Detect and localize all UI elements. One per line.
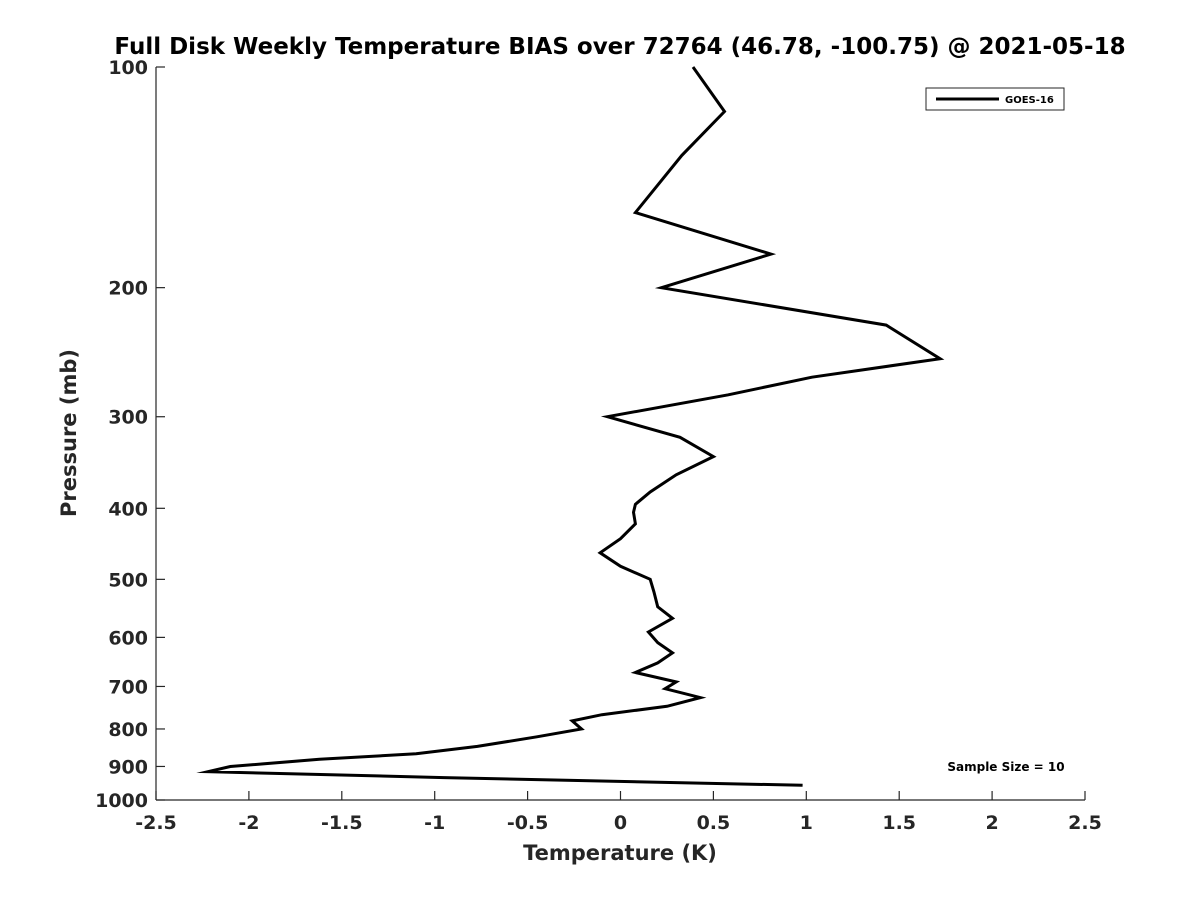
- series-line-goes-16: [196, 66, 945, 787]
- x-tick-label: -1: [424, 812, 445, 834]
- sample-size-annotation: Sample Size = 10: [947, 760, 1064, 774]
- x-tick-label: 2.5: [1068, 812, 1102, 834]
- x-tick-label: 1: [800, 812, 813, 834]
- y-tick-label: 800: [108, 719, 148, 741]
- y-tick-label: 500: [108, 569, 148, 591]
- y-tick-label: 200: [108, 278, 148, 300]
- y-ticks: 100 200 300 400 500 600 700 800 900 1000: [95, 57, 165, 812]
- plot-background: [156, 67, 1085, 800]
- x-tick-label: -0.5: [507, 812, 549, 834]
- x-axis-label: Temperature (K): [523, 841, 717, 865]
- y-tick-label: 400: [108, 498, 148, 520]
- x-tick-label: -2: [238, 812, 259, 834]
- legend-label-goes-16: GOES-16: [1005, 95, 1054, 106]
- x-tick-label: 0.5: [697, 812, 731, 834]
- legend: GOES-16: [925, 87, 1065, 111]
- x-tick-label: 0: [614, 812, 627, 834]
- x-ticks: -2.5 -2 -1.5 -1 -0.5 0 0.5 1 1.5 2 2.5: [135, 791, 1102, 834]
- y-axis-label: Pressure (mb): [57, 349, 81, 517]
- y-tick-label: 100: [108, 57, 148, 79]
- y-tick-label: 700: [108, 676, 148, 698]
- chart-title: Full Disk Weekly Temperature BIAS over 7…: [114, 34, 1125, 60]
- x-tick-label: -1.5: [321, 812, 363, 834]
- x-tick-label: 2: [985, 812, 998, 834]
- x-tick-label: 1.5: [882, 812, 916, 834]
- y-tick-label: 300: [108, 407, 148, 429]
- series-layer: [196, 66, 945, 787]
- y-tick-label: 600: [108, 627, 148, 649]
- x-tick-label: -2.5: [135, 812, 177, 834]
- y-tick-label: 900: [108, 756, 148, 778]
- y-tick-label: 1000: [95, 790, 148, 812]
